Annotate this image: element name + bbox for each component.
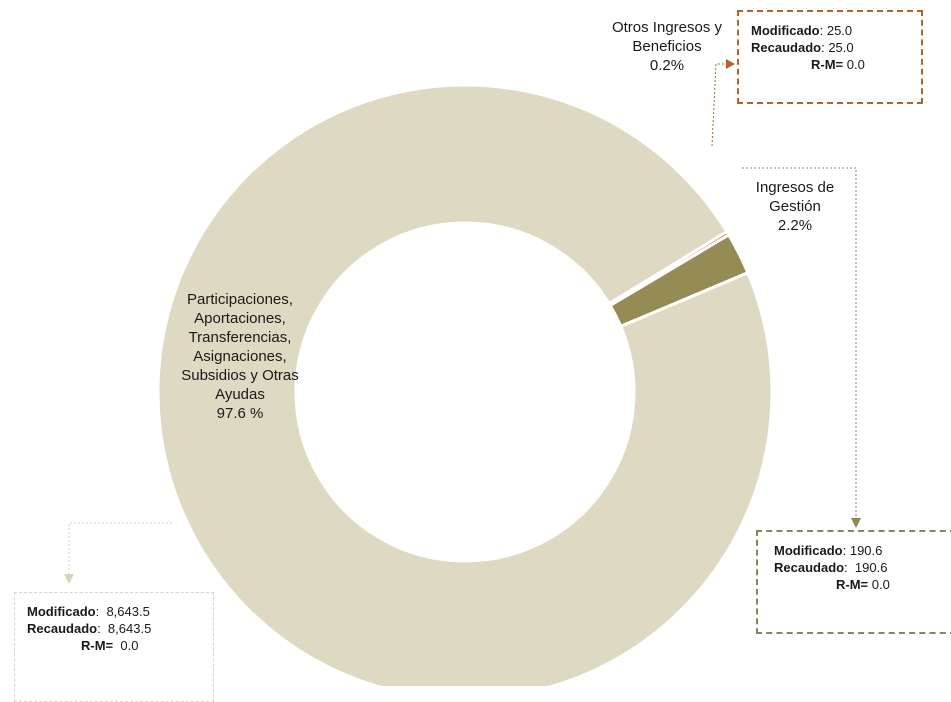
label-participaciones-line-3: Transferencias,: [188, 329, 292, 346]
label-participaciones-line-1: Participaciones,: [187, 291, 293, 308]
annotation-gestion-recaudado: Recaudado: 190.6: [774, 560, 888, 575]
label-participaciones: Participaciones, Aportaciones, Transfere…: [160, 290, 320, 423]
annotation-otros-modificado: Modificado: 25.0: [751, 23, 853, 38]
leader-line-otros: [711, 63, 726, 147]
annotation-box-otros: Modificado: 25.0 Recaudado: 25.0 R-M= 0.…: [737, 10, 923, 104]
annotation-participaciones-recaudado: Recaudado: 8,643.5: [27, 621, 152, 636]
annotation-box-gestion: Modificado: 190.6 Recaudado: 190.6 R-M= …: [756, 530, 951, 634]
label-gestion-line-1: Ingresos de: [755, 179, 835, 196]
annotation-participaciones-modificado: Modificado: 8,643.5: [27, 604, 150, 619]
label-gestion-percent: 2.2%: [777, 217, 813, 234]
leader-arrow-otros: [726, 59, 735, 69]
annotation-otros-rm: R-M= 0.0: [811, 57, 865, 72]
leader-line-participaciones: [68, 522, 172, 574]
annotation-participaciones-rm: R-M= 0.0: [81, 638, 139, 653]
donut-chart: [64, 59, 861, 686]
label-participaciones-line-4: Asignaciones,: [193, 348, 287, 365]
label-otros: Otros Ingresos y Beneficios 0.2%: [592, 18, 742, 75]
leader-arrow-participaciones: [64, 574, 74, 584]
annotation-gestion-rm: R-M= 0.0: [836, 577, 890, 592]
label-gestion: Ingresos de Gestión 2.2%: [740, 178, 850, 235]
annotation-gestion-modificado: Modificado: 190.6: [774, 543, 883, 558]
label-participaciones-percent: 97.6 %: [216, 405, 264, 422]
leader-arrow-gestion: [851, 518, 861, 528]
slice-participaciones: [156, 83, 774, 686]
label-participaciones-line-2: Aportaciones,: [194, 310, 286, 327]
label-gestion-line-2: Gestión: [769, 198, 821, 215]
label-otros-percent: 0.2%: [649, 57, 685, 74]
label-otros-line-1: Otros Ingresos y: [611, 19, 723, 36]
annotation-box-participaciones: Modificado: 8,643.5 Recaudado: 8,643.5 R…: [14, 592, 214, 702]
label-participaciones-line-5: Subsidios y Otras: [181, 367, 299, 384]
leader-line-gestion: [742, 167, 857, 518]
annotation-otros-recaudado: Recaudado: 25.0: [751, 40, 854, 55]
label-participaciones-line-6: Ayudas: [215, 386, 265, 403]
label-otros-line-2: Beneficios: [632, 38, 702, 55]
